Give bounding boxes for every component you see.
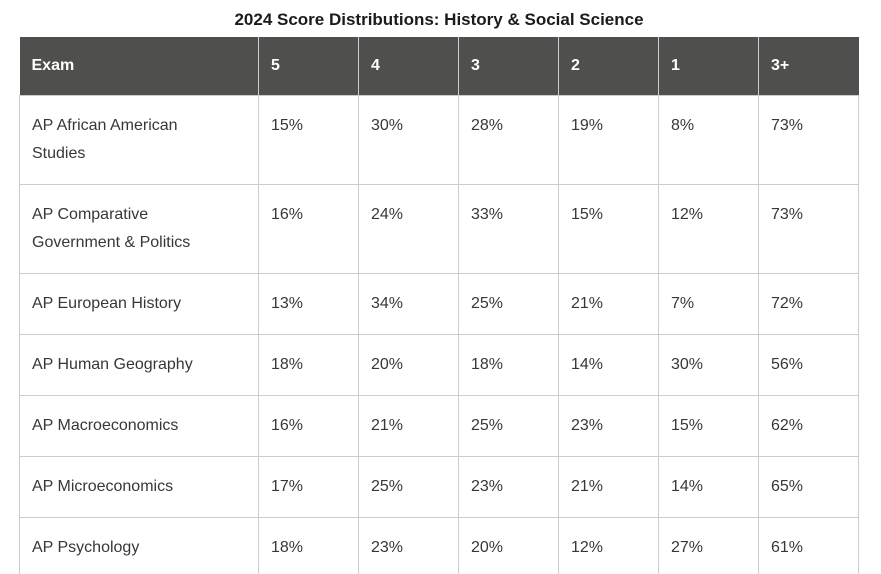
table-row: AP African American Studies 15% 30% 28% 19% 8… (19, 95, 859, 185)
score-percent-cell: 33% (458, 184, 559, 274)
score-percent-cell: 23% (458, 456, 559, 518)
score-percent-cell: 25% (458, 395, 559, 457)
score-percent-cell: 16% (258, 184, 359, 274)
score-percent-cell: 7% (658, 273, 759, 335)
score-percent-cell: 30% (658, 334, 759, 396)
score-percent-cell: 12% (558, 517, 659, 574)
table-row: AP Comparative Government & Politics 16% 2… (19, 184, 859, 274)
column-header-3plus: 3+ (758, 37, 859, 96)
score-percent-cell: 20% (458, 517, 559, 574)
score-percent-cell: 15% (558, 184, 659, 274)
score-percent-cell: 18% (258, 517, 359, 574)
score-percent-cell: 18% (258, 334, 359, 396)
table-row: AP Macroeconomics 16% 21% 25% 23% 15% 62% (19, 395, 859, 457)
score-percent-cell: 8% (658, 95, 759, 185)
exam-name-cell: AP Macroeconomics (19, 395, 259, 457)
score-percent-cell: 72% (758, 273, 859, 335)
score-percent-cell: 23% (358, 517, 459, 574)
score-percent-cell: 20% (358, 334, 459, 396)
score-percent-cell: 14% (558, 334, 659, 396)
exam-name-cell: AP Comparative Government & Politics (19, 184, 259, 274)
exam-name-cell: AP Psychology (19, 517, 259, 574)
score-percent-cell: 34% (358, 273, 459, 335)
exam-name-cell: AP European History (19, 273, 259, 335)
score-percent-cell: 24% (358, 184, 459, 274)
table-row: AP European History 13% 34% 25% 21% 7% 72% (19, 273, 859, 335)
score-percent-cell: 13% (258, 273, 359, 335)
score-percent-cell: 14% (658, 456, 759, 518)
page-title: 2024 Score Distributions: History & Soci… (234, 10, 644, 29)
score-percent-cell: 61% (758, 517, 859, 574)
score-percent-cell: 19% (558, 95, 659, 185)
score-percent-cell: 65% (758, 456, 859, 518)
exam-name-cell: AP African American Studies (19, 95, 259, 185)
table-row: AP Microeconomics 17% 25% 23% 21% 14% 65% (19, 456, 859, 518)
score-percent-cell: 16% (258, 395, 359, 457)
score-percent-cell: 21% (358, 395, 459, 457)
score-percent-cell: 15% (258, 95, 359, 185)
score-percent-cell: 25% (358, 456, 459, 518)
table-header: Exam 5 4 3 2 1 3+ (19, 37, 859, 96)
score-percent-cell: 15% (658, 395, 759, 457)
score-percent-cell: 73% (758, 184, 859, 274)
table-body: AP African American Studies 15% 30% 28% 19% 8… (19, 95, 859, 574)
score-distribution-table: Exam 5 4 3 2 1 3+ AP African American Studies 1… (19, 37, 859, 574)
score-percent-cell: 56% (758, 334, 859, 396)
score-percent-cell: 17% (258, 456, 359, 518)
table-row: AP Human Geography 18% 20% 18% 14% 30% 56% (19, 334, 859, 396)
score-percent-cell: 62% (758, 395, 859, 457)
column-header-2: 2 (558, 37, 659, 96)
score-percent-cell: 21% (558, 273, 659, 335)
score-percent-cell: 25% (458, 273, 559, 335)
score-percent-cell: 18% (458, 334, 559, 396)
score-percent-cell: 30% (358, 95, 459, 185)
column-header-1: 1 (658, 37, 759, 96)
score-percent-cell: 73% (758, 95, 859, 185)
score-percent-cell: 23% (558, 395, 659, 457)
column-header-4: 4 (358, 37, 459, 96)
table-row: AP Psychology 18% 23% 20% 12% 27% 61% (19, 517, 859, 574)
column-header-3: 3 (458, 37, 559, 96)
column-header-5: 5 (258, 37, 359, 96)
column-header-exam: Exam (19, 37, 259, 96)
score-percent-cell: 28% (458, 95, 559, 185)
exam-name-cell: AP Human Geography (19, 334, 259, 396)
score-percent-cell: 27% (658, 517, 759, 574)
header-row: Exam 5 4 3 2 1 3+ (19, 37, 859, 96)
score-percent-cell: 12% (658, 184, 759, 274)
exam-name-cell: AP Microeconomics (19, 456, 259, 518)
score-percent-cell: 21% (558, 456, 659, 518)
